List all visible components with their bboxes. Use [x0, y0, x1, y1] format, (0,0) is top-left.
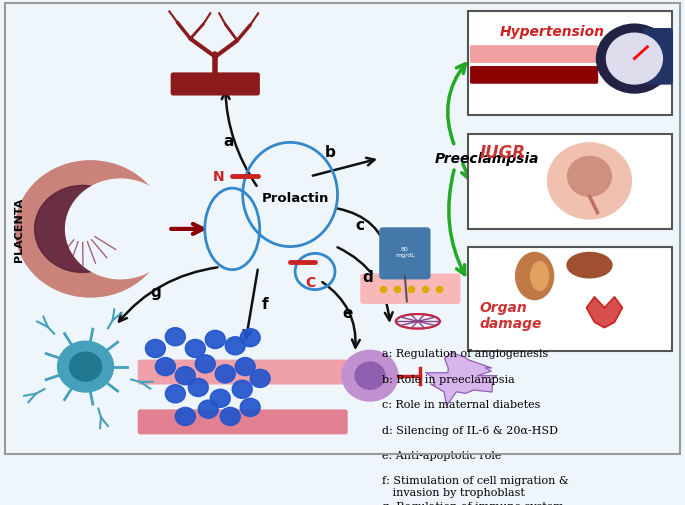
Circle shape	[232, 380, 252, 398]
Text: C: C	[305, 276, 315, 290]
FancyBboxPatch shape	[361, 275, 460, 304]
Text: N: N	[212, 170, 224, 184]
Text: c: c	[356, 218, 364, 232]
FancyBboxPatch shape	[471, 68, 597, 84]
Circle shape	[568, 157, 612, 197]
Polygon shape	[586, 297, 623, 328]
FancyBboxPatch shape	[468, 12, 673, 116]
Circle shape	[547, 143, 632, 220]
Circle shape	[355, 363, 385, 389]
Text: invasion by trophoblast: invasion by trophoblast	[382, 487, 525, 497]
Text: a: Regulation of angiogenesis: a: Regulation of angiogenesis	[382, 349, 548, 359]
Ellipse shape	[567, 253, 612, 278]
FancyBboxPatch shape	[471, 47, 597, 63]
Circle shape	[225, 337, 245, 355]
Text: c: Role in maternal diabetes: c: Role in maternal diabetes	[382, 399, 540, 410]
FancyBboxPatch shape	[645, 30, 673, 85]
Text: 80
mg/dL: 80 mg/dL	[395, 246, 414, 258]
Circle shape	[70, 352, 101, 381]
Circle shape	[66, 180, 175, 279]
FancyBboxPatch shape	[468, 134, 673, 229]
Circle shape	[165, 385, 186, 403]
Ellipse shape	[516, 253, 553, 300]
Circle shape	[235, 358, 256, 376]
Text: f: Stimulation of cell migration &: f: Stimulation of cell migration &	[382, 475, 569, 485]
Circle shape	[165, 328, 186, 346]
Circle shape	[16, 162, 165, 297]
FancyBboxPatch shape	[138, 410, 347, 434]
Circle shape	[206, 331, 225, 349]
Circle shape	[240, 329, 260, 347]
Circle shape	[606, 34, 662, 85]
Text: IUGR: IUGR	[479, 143, 525, 162]
Circle shape	[240, 398, 260, 417]
Text: Preeclampsia: Preeclampsia	[435, 152, 539, 166]
Text: PLACENTA: PLACENTA	[14, 197, 24, 262]
Circle shape	[186, 340, 206, 358]
Circle shape	[597, 25, 673, 94]
Circle shape	[221, 408, 240, 426]
Text: g: g	[150, 284, 161, 299]
FancyBboxPatch shape	[171, 74, 259, 95]
Circle shape	[250, 370, 270, 388]
Text: Hypertension: Hypertension	[499, 25, 605, 39]
Circle shape	[58, 341, 114, 392]
Circle shape	[35, 186, 130, 273]
Circle shape	[145, 340, 165, 358]
Circle shape	[342, 350, 398, 401]
Text: a: a	[223, 133, 234, 148]
Circle shape	[215, 365, 235, 383]
Circle shape	[175, 367, 195, 385]
Circle shape	[188, 379, 208, 397]
Circle shape	[195, 355, 215, 373]
Circle shape	[198, 400, 219, 419]
Text: f: f	[262, 296, 269, 311]
Text: Organ
damage: Organ damage	[479, 300, 542, 330]
Text: b: b	[325, 145, 336, 160]
Text: d: d	[362, 269, 373, 284]
Text: Prolactin: Prolactin	[262, 191, 329, 205]
Ellipse shape	[531, 262, 549, 291]
Circle shape	[210, 389, 230, 408]
Text: e: Anti-apoptotic role: e: Anti-apoptotic role	[382, 450, 501, 460]
Text: e: e	[342, 305, 353, 320]
FancyBboxPatch shape	[380, 229, 429, 279]
FancyBboxPatch shape	[138, 361, 347, 384]
Text: d: Silencing of IL-6 & 20α-HSD: d: Silencing of IL-6 & 20α-HSD	[382, 425, 558, 435]
Text: g: Regulation of immune system: g: Regulation of immune system	[382, 500, 564, 505]
Circle shape	[155, 358, 175, 376]
Text: b: Role in preeclampsia: b: Role in preeclampsia	[382, 374, 514, 384]
FancyBboxPatch shape	[468, 247, 673, 351]
Circle shape	[16, 162, 165, 297]
Circle shape	[175, 408, 195, 426]
Polygon shape	[426, 353, 497, 406]
